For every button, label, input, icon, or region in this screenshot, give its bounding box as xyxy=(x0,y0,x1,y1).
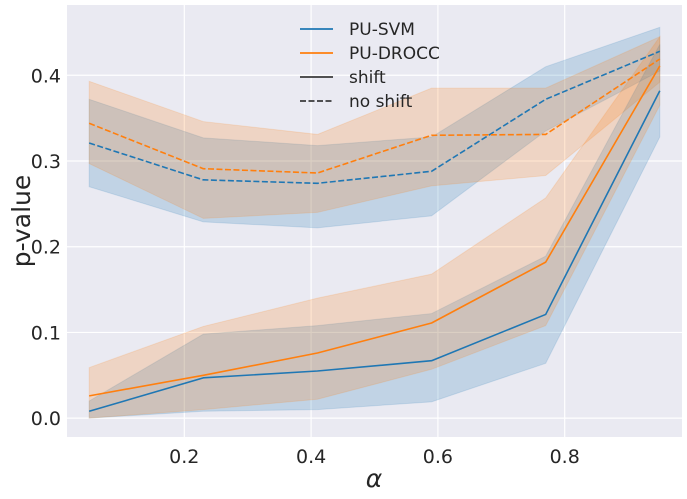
legend-label: PU-SVM xyxy=(349,20,415,40)
y-tick-label: 0.2 xyxy=(31,237,61,259)
confidence-bands xyxy=(88,26,661,419)
x-tick-label: 0.2 xyxy=(169,446,199,468)
line-pu-svm-shift xyxy=(88,90,661,413)
y-tick-label: 0.1 xyxy=(31,322,61,344)
band-pu-drocc-shift xyxy=(88,35,661,419)
band-pu-svm-shift xyxy=(88,44,661,419)
y-axis-label: p-value xyxy=(7,175,36,268)
x-tick-label: 0.6 xyxy=(423,446,453,468)
band-pu-svm-no-shift xyxy=(88,26,661,229)
band-pu-drocc-no-shift xyxy=(88,35,661,219)
x-axis-ticks: 0.2 0.4 0.6 0.8 xyxy=(169,446,580,468)
x-tick-label: 0.8 xyxy=(550,446,580,468)
line-pu-svm-no-shift xyxy=(88,50,661,185)
legend: PU-SVM PU-DROCC shift no shift xyxy=(300,20,440,112)
legend-label: PU-DROCC xyxy=(349,44,440,64)
y-tick-label: 0.3 xyxy=(31,151,61,173)
legend-label: shift xyxy=(349,68,386,88)
series-lines xyxy=(88,50,661,413)
plot-background xyxy=(67,5,682,437)
line-pu-drocc-no-shift xyxy=(88,58,661,174)
x-tick-label: 0.4 xyxy=(296,446,326,468)
legend-label: no shift xyxy=(349,92,413,112)
y-tick-label: 0.0 xyxy=(31,408,61,430)
y-axis-ticks: 0.0 0.1 0.2 0.3 0.4 xyxy=(31,65,61,430)
y-tick-label: 0.4 xyxy=(31,65,61,87)
x-axis-label: α xyxy=(366,464,383,493)
line-pu-drocc-shift xyxy=(89,65,661,397)
